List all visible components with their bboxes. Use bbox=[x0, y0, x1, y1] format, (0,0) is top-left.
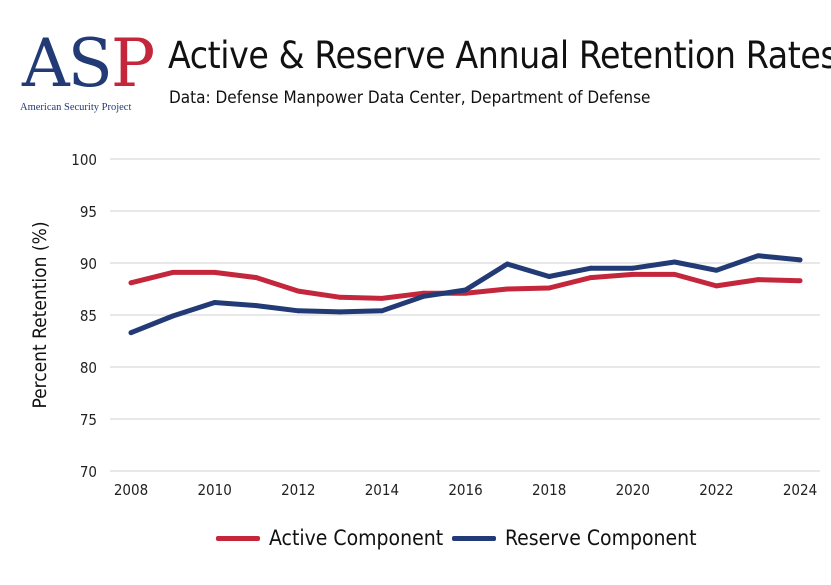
data-point-reserve-2017 bbox=[504, 261, 510, 267]
data-point-reserve-2013 bbox=[337, 309, 343, 315]
chart-legend: Active Component Reserve Component bbox=[0, 520, 831, 556]
legend-swatch-active bbox=[216, 535, 260, 541]
y-tick-label-90: 90 bbox=[80, 255, 97, 273]
legend-label-reserve: Reserve Component bbox=[505, 526, 697, 550]
x-tick-label-2016: 2016 bbox=[448, 481, 482, 499]
data-point-active-2021 bbox=[672, 272, 677, 277]
legend-item-reserve: Reserve Component bbox=[452, 520, 697, 556]
y-tick-label-75: 75 bbox=[80, 411, 97, 429]
asp-logo: ASP American Security Project bbox=[20, 28, 156, 120]
x-tick-label-2024: 2024 bbox=[783, 481, 817, 499]
data-point-active-2008 bbox=[128, 280, 134, 286]
data-point-reserve-2011 bbox=[254, 303, 259, 309]
data-point-reserve-2009 bbox=[170, 313, 176, 319]
data-point-active-2014 bbox=[379, 295, 385, 301]
data-point-reserve-2008 bbox=[128, 330, 134, 336]
data-point-active-2020 bbox=[630, 272, 636, 277]
data-point-active-2010 bbox=[212, 269, 218, 275]
x-tick-label-2012: 2012 bbox=[281, 481, 315, 499]
data-point-active-2017 bbox=[504, 286, 510, 292]
y-tick-label-100: 100 bbox=[71, 151, 97, 169]
x-tick-label-2014: 2014 bbox=[365, 481, 399, 499]
y-tick-label-85: 85 bbox=[80, 307, 97, 325]
data-point-reserve-2012 bbox=[295, 308, 301, 314]
logo-letter-p: P bbox=[110, 25, 155, 102]
data-point-reserve-2019 bbox=[588, 265, 594, 271]
data-point-active-2012 bbox=[295, 288, 301, 294]
data-point-active-2023 bbox=[755, 277, 761, 283]
data-point-reserve-2022 bbox=[713, 267, 719, 273]
chart-title: Active & Reserve Annual Retention Rates bbox=[168, 34, 831, 77]
x-tick-label-2020: 2020 bbox=[616, 481, 650, 499]
data-point-reserve-2014 bbox=[379, 308, 385, 314]
data-point-reserve-2020 bbox=[630, 265, 636, 271]
data-point-active-2019 bbox=[588, 275, 594, 280]
line-chart: 70 75 80 85 90 95 100 2008 2010 2012 2014 2016 2018 2… bbox=[29, 151, 820, 499]
data-point-active-2013 bbox=[337, 294, 343, 300]
x-tick-label-2018: 2018 bbox=[532, 481, 566, 499]
x-tick-label-2008: 2008 bbox=[114, 481, 148, 499]
chart-header: ASP American Security Project Active & R… bbox=[0, 0, 831, 130]
logo-wordmark: ASP bbox=[22, 25, 155, 102]
y-axis-label: Percent Retention (%) bbox=[29, 222, 51, 409]
y-tick-label-95: 95 bbox=[80, 203, 97, 221]
logo-subtitle: American Security Project bbox=[20, 102, 132, 113]
data-point-reserve-2024 bbox=[797, 257, 803, 263]
data-point-reserve-2010 bbox=[212, 300, 218, 305]
legend-swatch-reserve bbox=[452, 535, 496, 541]
logo-letters-as: AS bbox=[22, 25, 113, 102]
legend-label-active: Active Component bbox=[269, 526, 444, 550]
x-tick-label-2010: 2010 bbox=[197, 481, 231, 499]
data-point-active-2009 bbox=[170, 269, 176, 275]
y-tick-label-70: 70 bbox=[80, 463, 97, 481]
data-point-active-2024 bbox=[797, 278, 803, 284]
data-point-active-2011 bbox=[254, 275, 259, 280]
x-tick-label-2022: 2022 bbox=[699, 481, 733, 499]
chart-subtitle: Data: Defense Manpower Data Center, Depa… bbox=[169, 88, 651, 108]
data-point-active-2018 bbox=[546, 285, 552, 291]
y-tick-label-80: 80 bbox=[80, 359, 97, 377]
data-point-reserve-2021 bbox=[672, 259, 677, 265]
data-point-reserve-2015 bbox=[421, 293, 427, 299]
data-point-reserve-2023 bbox=[755, 253, 761, 259]
data-point-reserve-2016 bbox=[463, 287, 468, 293]
data-point-active-2022 bbox=[713, 283, 719, 289]
data-point-reserve-2018 bbox=[546, 274, 552, 279]
legend-item-active: Active Component bbox=[216, 520, 443, 556]
